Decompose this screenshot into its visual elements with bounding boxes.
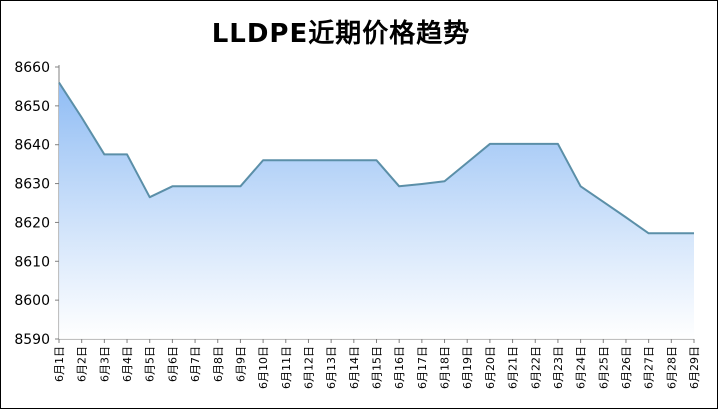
x-tick-label: 6月26日 bbox=[620, 346, 633, 389]
x-tick-label: 6月29日 bbox=[688, 346, 701, 389]
data-point bbox=[602, 201, 604, 203]
data-point bbox=[217, 185, 219, 187]
x-tick-label: 6月13日 bbox=[325, 346, 338, 389]
plot-area bbox=[58, 81, 695, 340]
y-tick-label: 8630 bbox=[14, 177, 50, 193]
data-point bbox=[648, 232, 650, 234]
x-tick-label: 6月25日 bbox=[597, 346, 610, 389]
x-tick-label: 6月20日 bbox=[484, 346, 497, 389]
x-tick-label: 6月14日 bbox=[348, 346, 361, 389]
y-tick-label: 8590 bbox=[14, 332, 50, 348]
x-axis: 6月1日 6月2日 6月3日 6月4日 6月5日 6月6日 6月7日 6月8日 6月9日 6月10… bbox=[53, 338, 701, 389]
x-tick-label: 6月18日 bbox=[439, 346, 452, 389]
data-point bbox=[58, 82, 60, 84]
x-tick-label: 6月11日 bbox=[280, 346, 293, 389]
data-point bbox=[307, 159, 309, 161]
data-point bbox=[489, 143, 491, 145]
data-point bbox=[421, 183, 423, 185]
data-point bbox=[171, 185, 173, 187]
data-point bbox=[444, 180, 446, 182]
y-tick-label: 8620 bbox=[14, 215, 50, 231]
y-tick-label: 8660 bbox=[14, 60, 50, 76]
x-tick-label: 6月10日 bbox=[257, 346, 270, 389]
y-tick-label: 8640 bbox=[14, 138, 50, 154]
data-point bbox=[81, 117, 83, 119]
data-point bbox=[466, 162, 468, 164]
x-tick-label: 6月27日 bbox=[643, 346, 656, 389]
data-point bbox=[103, 153, 105, 155]
data-point bbox=[670, 232, 672, 234]
y-tick-label: 8650 bbox=[14, 99, 50, 115]
data-point bbox=[330, 159, 332, 161]
x-tick-label: 6月15日 bbox=[371, 346, 384, 389]
data-point bbox=[126, 153, 128, 155]
x-tick-label: 6月6日 bbox=[166, 346, 179, 382]
data-point bbox=[557, 143, 559, 145]
series-line bbox=[58, 81, 694, 235]
y-tick-label: 8600 bbox=[14, 293, 50, 309]
data-point bbox=[353, 159, 355, 161]
x-tick-label: 6月22日 bbox=[529, 346, 542, 389]
x-tick-label: 6月28日 bbox=[665, 346, 678, 389]
x-tick-label: 6月23日 bbox=[552, 346, 565, 389]
data-point bbox=[693, 232, 695, 234]
x-tick-label: 6月21日 bbox=[507, 346, 520, 389]
x-tick-label: 6月17日 bbox=[416, 346, 429, 389]
x-tick-label: 6月12日 bbox=[302, 346, 315, 389]
y-tick-label: 8610 bbox=[14, 254, 50, 270]
data-point bbox=[285, 159, 287, 161]
data-point bbox=[194, 185, 196, 187]
x-tick-label: 6月1日 bbox=[53, 346, 66, 382]
data-point bbox=[512, 143, 514, 145]
x-tick-label: 6月4日 bbox=[121, 346, 134, 382]
x-tick-label: 6月5日 bbox=[144, 346, 157, 382]
x-tick-label: 6月19日 bbox=[461, 346, 474, 389]
y-axis: 8590 8600 8610 8620 8630 8640 8650 8660 bbox=[14, 60, 60, 348]
data-point bbox=[239, 185, 241, 187]
data-point bbox=[149, 196, 151, 198]
chart-title: LLDPE近期价格趋势 bbox=[211, 19, 471, 49]
data-point bbox=[262, 159, 264, 161]
data-point bbox=[376, 159, 378, 161]
x-tick-label: 6月16日 bbox=[393, 346, 406, 389]
x-tick-label: 6月3日 bbox=[98, 346, 111, 382]
data-point bbox=[398, 185, 400, 187]
x-tick-label: 6月7日 bbox=[189, 346, 202, 382]
x-tick-label: 6月2日 bbox=[76, 346, 89, 382]
data-point bbox=[580, 185, 582, 187]
x-tick-label: 6月24日 bbox=[575, 346, 588, 389]
x-tick-label: 6月8日 bbox=[212, 346, 225, 382]
x-tick-label: 6月9日 bbox=[234, 346, 247, 382]
series-area bbox=[59, 82, 694, 340]
data-point bbox=[625, 216, 627, 218]
data-point bbox=[534, 143, 536, 145]
